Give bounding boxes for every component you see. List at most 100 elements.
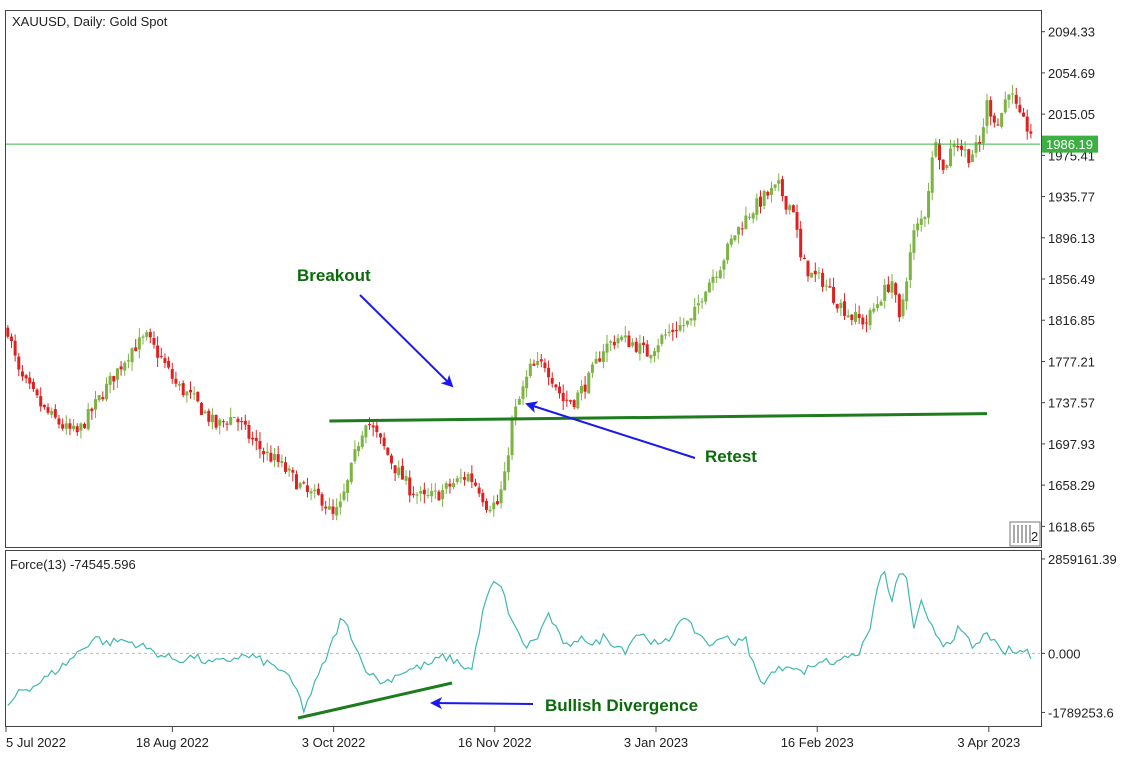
candle-body xyxy=(777,180,781,184)
candle-body xyxy=(495,501,499,505)
candle-body xyxy=(853,312,857,322)
candle-body xyxy=(324,506,328,509)
candle xyxy=(419,486,423,502)
candle xyxy=(536,351,540,369)
candle xyxy=(839,298,843,316)
candle xyxy=(996,118,1000,126)
candle xyxy=(251,431,255,446)
candle xyxy=(506,447,510,481)
candle xyxy=(901,293,905,319)
candle xyxy=(433,483,437,499)
candle-body xyxy=(748,216,752,218)
candle-body xyxy=(123,362,127,371)
candle xyxy=(477,483,481,498)
candle-body xyxy=(258,441,262,450)
candle-body xyxy=(170,368,174,379)
candle-body xyxy=(897,294,901,318)
candle-body xyxy=(181,383,185,396)
candle-body xyxy=(656,345,660,353)
y-tick-label: 1816.85 xyxy=(1048,313,1095,328)
candle-body xyxy=(875,304,879,309)
candle-body xyxy=(696,303,700,306)
candle-body xyxy=(265,451,269,454)
candle xyxy=(342,483,346,502)
candle-body xyxy=(386,447,390,455)
candle xyxy=(547,360,551,386)
candle xyxy=(861,314,865,330)
candle-body xyxy=(857,313,861,319)
candle-body xyxy=(506,455,510,473)
candle xyxy=(930,151,934,201)
candle-body xyxy=(598,358,602,362)
candle xyxy=(769,181,773,203)
candle xyxy=(79,422,83,439)
candle xyxy=(174,371,178,388)
candle-body xyxy=(780,179,784,197)
candle-body xyxy=(784,195,788,210)
candle-body xyxy=(963,149,967,151)
candle xyxy=(364,424,368,444)
candle-body xyxy=(46,407,50,413)
candle-body xyxy=(327,506,331,510)
candle-body xyxy=(42,404,46,408)
candle-body xyxy=(254,437,258,442)
candle xyxy=(309,488,313,501)
candle-body xyxy=(572,400,576,408)
candle-body xyxy=(364,425,368,438)
scroll-marker-icon[interactable]: 2 xyxy=(1009,521,1041,547)
candle xyxy=(868,307,872,330)
candle xyxy=(985,93,989,134)
ind-y-tick-label: -1789253.6 xyxy=(1048,705,1114,720)
candle xyxy=(875,296,879,312)
candle-body xyxy=(192,393,196,395)
candle-body xyxy=(605,343,609,353)
candle xyxy=(379,432,383,445)
candle xyxy=(558,381,562,399)
candle-body xyxy=(978,141,982,145)
candle xyxy=(685,320,689,328)
y-tick-label: 1618.65 xyxy=(1048,519,1095,534)
y-tick-label: 2094.33 xyxy=(1048,25,1095,40)
candle xyxy=(653,347,657,363)
candle xyxy=(112,375,116,390)
candle xyxy=(316,483,320,496)
candle xyxy=(455,475,459,485)
candle xyxy=(813,262,817,282)
candle xyxy=(627,330,631,348)
candle xyxy=(280,454,284,468)
candle-body xyxy=(61,424,65,429)
candle-body xyxy=(6,327,10,337)
candle-body xyxy=(1022,112,1026,117)
candle xyxy=(232,416,236,419)
candle xyxy=(970,149,974,163)
candle-body xyxy=(638,343,642,354)
candle-body xyxy=(653,351,657,357)
candle xyxy=(404,470,408,485)
candle xyxy=(199,402,203,416)
candle xyxy=(722,258,726,279)
candle xyxy=(324,500,328,515)
candle-body xyxy=(959,145,963,150)
candle-body xyxy=(590,364,594,373)
candle xyxy=(470,465,474,488)
candle-body xyxy=(678,325,682,331)
candle-body xyxy=(762,190,766,206)
candle-body xyxy=(134,347,138,351)
candle xyxy=(777,173,781,192)
candle-body xyxy=(371,425,375,428)
candle-body xyxy=(108,375,112,385)
candle xyxy=(821,268,825,292)
candle xyxy=(642,336,646,353)
candle xyxy=(302,480,306,485)
candle-body xyxy=(119,366,123,370)
candle-body xyxy=(799,228,803,258)
candle xyxy=(28,371,32,390)
main-overlays xyxy=(6,143,1040,459)
candle xyxy=(236,416,240,431)
candle xyxy=(178,381,182,391)
candle-body xyxy=(474,482,478,486)
force-index-line xyxy=(7,570,1032,715)
candle xyxy=(660,333,664,347)
candle-body xyxy=(280,461,284,463)
candle-body xyxy=(353,449,357,462)
